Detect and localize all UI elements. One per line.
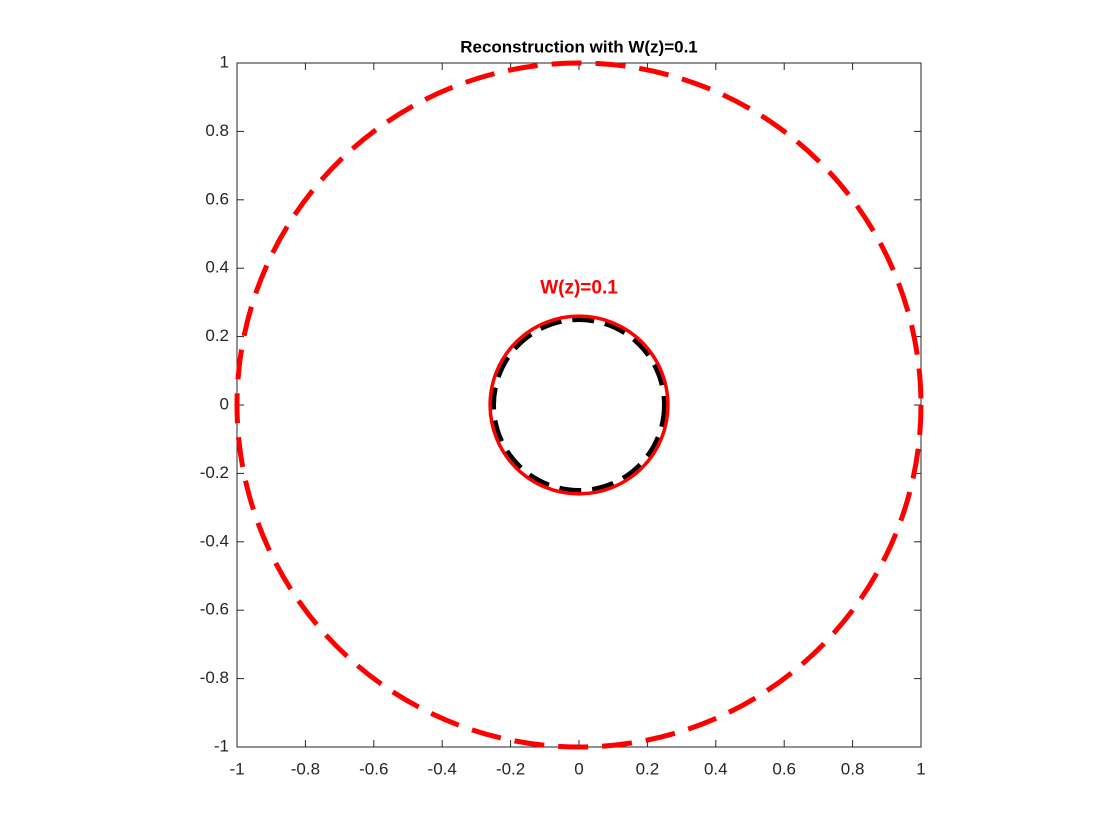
y-tick-label: -0.8 <box>200 668 229 687</box>
y-tick-label: 0.8 <box>205 121 229 140</box>
y-tick-label: 0.6 <box>205 189 229 208</box>
x-tick-label: 0.6 <box>772 759 796 778</box>
x-tick-label: 0.4 <box>704 759 728 778</box>
y-tick-label: -1 <box>214 736 229 755</box>
y-tick-label: -0.2 <box>200 463 229 482</box>
y-tick-label: 0.2 <box>205 326 229 345</box>
x-tick-label: -0.8 <box>291 759 320 778</box>
y-tick-label: 0 <box>220 394 229 413</box>
x-tick-label: -0.6 <box>359 759 388 778</box>
circle-curve <box>491 317 667 493</box>
x-tick-label: -0.4 <box>428 759 457 778</box>
x-tick-label: 0.8 <box>841 759 865 778</box>
x-tick-label: -1 <box>229 759 244 778</box>
y-tick-label: 1 <box>220 52 229 71</box>
x-tick-label: 0 <box>574 759 583 778</box>
x-tick-label: 1 <box>916 759 925 778</box>
x-tick-label: -0.2 <box>496 759 525 778</box>
y-tick-label: 0.4 <box>205 258 229 277</box>
y-tick-label: -0.4 <box>200 531 229 550</box>
chart-title: Reconstruction with W(z)=0.1 <box>460 37 698 56</box>
x-tick-label: 0.2 <box>636 759 660 778</box>
circle-curve <box>488 314 670 496</box>
annotation: W(z)=0.1 <box>540 278 618 299</box>
circle-curve <box>234 60 924 750</box>
y-tick-label: -0.6 <box>200 600 229 619</box>
